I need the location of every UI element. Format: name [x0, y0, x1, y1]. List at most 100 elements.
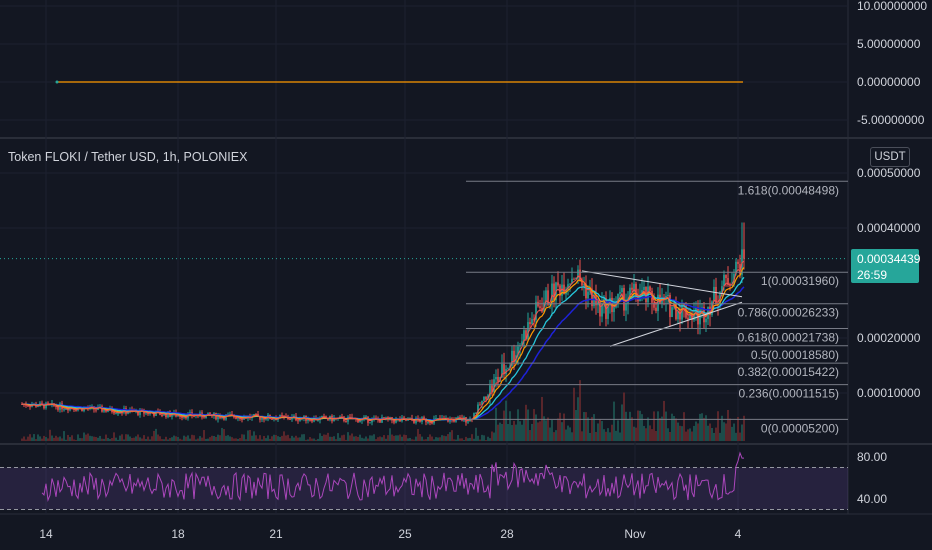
volume-bar	[135, 436, 137, 441]
volume-bar	[369, 435, 371, 441]
volume-bar	[25, 439, 27, 441]
volume-bar	[47, 438, 49, 441]
volume-bar	[381, 437, 383, 441]
volume-bar	[175, 436, 177, 441]
volume-bar	[237, 438, 239, 441]
candle-body	[321, 415, 323, 418]
volume-bar	[251, 435, 253, 441]
volume-bar	[281, 435, 283, 441]
volume-bar	[211, 435, 213, 441]
volume-bar	[157, 434, 159, 441]
volume-bar	[41, 438, 43, 441]
volume-bar	[105, 434, 107, 441]
candle-body	[415, 417, 417, 423]
candle-body	[535, 301, 537, 320]
volume-bar	[43, 435, 45, 441]
volume-bar	[561, 422, 563, 441]
top-axis-tick-label: 10.00000000	[857, 0, 927, 13]
volume-bar	[143, 435, 145, 441]
volume-bar	[209, 437, 211, 441]
candle-body	[477, 404, 479, 413]
volume-bar	[659, 418, 661, 441]
volume-bar	[461, 438, 463, 441]
volume-bar	[463, 439, 465, 441]
volume-bar	[427, 437, 429, 441]
volume-bar	[329, 436, 331, 441]
volume-bar	[739, 432, 741, 441]
candle-body	[435, 418, 437, 420]
volume-bar	[385, 438, 387, 441]
volume-bar	[171, 437, 173, 441]
candle-body	[205, 414, 207, 419]
rsi-axis-tick-label: 80.00	[857, 450, 887, 464]
volume-bar	[537, 422, 539, 441]
volume-bar	[549, 427, 551, 441]
volume-bar	[633, 426, 635, 441]
candle-body	[127, 412, 129, 414]
candle-body	[95, 409, 97, 411]
candle-body	[189, 412, 191, 414]
volume-bar	[505, 400, 507, 441]
volume-bar	[487, 436, 489, 441]
volume-bar	[515, 424, 517, 441]
volume-bar	[415, 436, 417, 441]
candle-body	[549, 303, 551, 305]
volume-bar	[113, 432, 115, 441]
volume-bar	[377, 437, 379, 441]
volume-bar	[653, 411, 655, 441]
volume-bar	[23, 436, 25, 441]
candle-body	[177, 415, 179, 417]
volume-bar	[611, 424, 613, 441]
price-axis-tick-label: 0.00040000	[857, 221, 921, 235]
volume-bar	[257, 438, 259, 441]
volume-bar	[671, 413, 673, 441]
candle-body	[299, 418, 301, 421]
candle-body	[625, 302, 627, 311]
fibonacci-retracement[interactable]: 1.618(0.00048498) 1(0.00031960) 0.786(0.00…	[466, 180, 848, 435]
volume-bar	[437, 437, 439, 441]
volume-bar	[637, 410, 639, 441]
volume-bar	[79, 438, 81, 441]
currency-selector[interactable]: USDT	[870, 147, 910, 167]
top-axis-tick-label: 5.00000000	[857, 37, 921, 51]
volume-bar	[63, 431, 65, 441]
fib-level-label: 0.786(0.00026233)	[738, 306, 839, 320]
volume-bar	[39, 436, 41, 441]
volume-bar	[263, 435, 265, 441]
volume-bar	[77, 434, 79, 441]
time-axis-tick-label: 28	[500, 527, 514, 541]
volume-bar	[475, 427, 477, 441]
candle-body	[727, 278, 729, 286]
volume-bar	[347, 432, 349, 441]
volume-bar	[71, 435, 73, 441]
candle-body	[669, 294, 671, 318]
volume-bar	[125, 434, 127, 441]
volume-bar	[511, 425, 513, 441]
candle-body	[557, 282, 559, 286]
volume-bar	[97, 437, 99, 441]
volume-bar	[489, 438, 491, 441]
candle-body	[677, 311, 679, 320]
candle-body	[731, 284, 733, 286]
volume-bar	[563, 413, 565, 441]
candle-body	[309, 419, 311, 421]
volume-bar	[743, 415, 745, 441]
volume-bar	[123, 439, 125, 441]
volume-bar	[433, 439, 435, 441]
volume-bar	[639, 410, 641, 441]
candle-body	[607, 302, 609, 319]
indicator-start-marker	[55, 80, 59, 84]
volume-bar	[341, 435, 343, 441]
candle-body	[413, 420, 415, 423]
candle-body	[723, 274, 725, 287]
time-axis-tick-label: 25	[398, 527, 412, 541]
volume-bar	[703, 417, 705, 441]
volume-bar	[81, 438, 83, 441]
candle-body	[261, 417, 263, 420]
volume-bar	[111, 438, 113, 441]
volume-bar	[255, 435, 257, 441]
volume-bar	[669, 431, 671, 441]
rsi-line	[41, 451, 744, 502]
volume-bar	[661, 416, 663, 441]
